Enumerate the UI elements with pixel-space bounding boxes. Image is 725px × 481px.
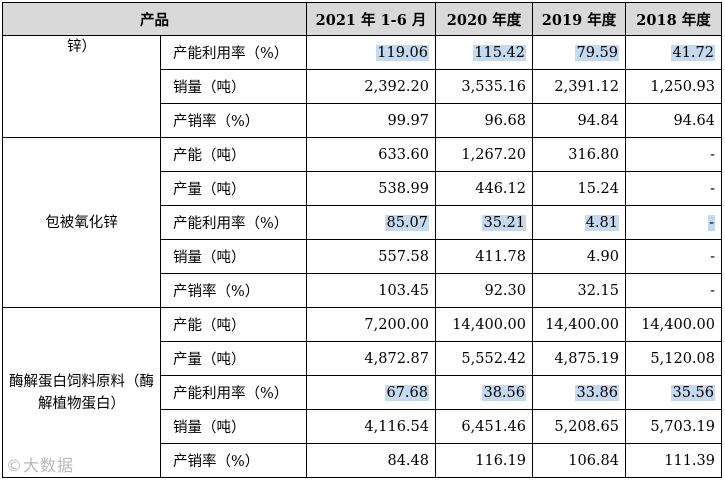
metric-label: 产销率（%） [160, 273, 307, 308]
cell-value: 5,208.65 [532, 409, 626, 444]
cell-value: 119.06 [376, 44, 429, 61]
cell-value: 103.45 [306, 273, 436, 308]
cell-value: 4.81 [584, 214, 619, 231]
cell-value: 111.39 [625, 443, 722, 478]
cell-value: 99.97 [306, 103, 436, 138]
cell-value: 538.99 [306, 171, 436, 206]
metric-label: 销量（吨） [160, 69, 307, 104]
product-name: 酶解蛋白饲料原料（酶解植物蛋白） [2, 307, 161, 478]
cell-value: 67.68 [385, 384, 429, 401]
header-2021h1: 2021 年 1-6 月 [306, 2, 436, 36]
product-name: 锌） [2, 35, 161, 138]
cell-value: 85.07 [385, 214, 429, 231]
cell-value: 33.86 [575, 384, 619, 401]
metric-label: 产能（吨） [160, 137, 307, 172]
table-row: 产销率（%） 84.48 116.19 106.84 111.39 [3, 443, 722, 478]
cell-value: 4,875.19 [532, 341, 626, 376]
cell-value: 35.56 [671, 384, 715, 401]
header-row: 产品 2021 年 1-6 月 2020 年度 2019 年度 2018 年度 [2, 2, 722, 36]
cell-value: 14,400.00 [435, 307, 533, 342]
cell-value: 6,451.46 [435, 409, 533, 444]
metric-label: 产能利用率（%） [160, 375, 307, 410]
metric-label: 产量（吨） [160, 341, 307, 376]
metric-label: 销量（吨） [160, 239, 307, 274]
cell-value: 1,250.93 [625, 69, 722, 104]
metric-label: 产销率（%） [160, 103, 307, 138]
cell-value: - [625, 171, 722, 206]
metric-label: 销量（吨） [160, 409, 307, 444]
cell-value: 4.90 [532, 239, 626, 274]
cell-value: 633.60 [306, 137, 436, 172]
cell-value: 14,400.00 [625, 307, 722, 342]
cell-value: 557.58 [306, 239, 436, 274]
cell-value: 79.59 [575, 44, 619, 61]
cell-value: 1,267.20 [435, 137, 533, 172]
header-product: 产品 [2, 2, 307, 36]
cell-value: 38.56 [482, 384, 526, 401]
table-row: 产销率（%） 99.97 96.68 94.84 94.64 [3, 103, 722, 138]
cell-value: - [625, 239, 722, 274]
cell-value: 5,703.19 [625, 409, 722, 444]
cell-value: 3,535.16 [435, 69, 533, 104]
cell-value: 32.15 [532, 273, 626, 308]
cell-value: - [625, 137, 722, 172]
product-name: 包被氧化锌 [2, 137, 161, 308]
cell-value: 5,552.42 [435, 341, 533, 376]
cell-value: 94.84 [532, 103, 626, 138]
table-row: 产量（吨） 4,872.87 5,552.42 4,875.19 5,120.0… [3, 341, 722, 376]
cell-value: 7,200.00 [306, 307, 436, 342]
cell-value: 4,116.54 [306, 409, 436, 444]
cell-value: 116.19 [435, 443, 533, 478]
metric-label: 产能利用率（%） [160, 205, 307, 240]
metric-label: 产销率（%） [160, 443, 307, 478]
table-row: 酶解蛋白饲料原料（酶解植物蛋白） 产能（吨） 7,200.00 14,400.0… [2, 307, 722, 478]
header-2020: 2020 年度 [435, 2, 533, 36]
cell-value: 115.42 [473, 44, 526, 61]
table-row: 销量（吨） 2,392.20 3,535.16 2,391.12 1,250.9… [3, 69, 722, 104]
cell-value: - [625, 273, 722, 308]
cell-value: 84.48 [306, 443, 436, 478]
cell-value: 316.80 [532, 137, 626, 172]
metric-label: 产能利用率（%） [160, 35, 307, 70]
cell-value: 94.64 [625, 103, 722, 138]
table-row: 产量（吨） 538.99 446.12 15.24 - [3, 171, 722, 206]
cell-value: 5,120.08 [625, 341, 722, 376]
cell-value: 92.30 [435, 273, 533, 308]
cell-value: 4,872.87 [306, 341, 436, 376]
cell-value: 2,391.12 [532, 69, 626, 104]
table-row: 锌） 产能利用率（%） 119.06 115.42 79.59 41.72 [2, 35, 722, 138]
table-row: 销量（吨） 557.58 411.78 4.90 - [3, 239, 722, 274]
cell-value: 446.12 [435, 171, 533, 206]
cell-value: 41.72 [671, 44, 715, 61]
metric-label: 产量（吨） [160, 171, 307, 206]
table-row: 产销率（%） 103.45 92.30 32.15 - [3, 273, 722, 308]
cell-value: 35.21 [482, 214, 526, 231]
header-2019: 2019 年度 [532, 2, 626, 36]
cell-value: 14,400.00 [532, 307, 626, 342]
metric-label: 产能（吨） [160, 307, 307, 342]
cell-value: - [708, 214, 715, 231]
header-2018: 2018 年度 [625, 2, 722, 36]
table-row: 包被氧化锌 产能（吨） 633.60 1,267.20 316.80 - [2, 137, 722, 308]
cell-value: 411.78 [435, 239, 533, 274]
cell-value: 2,392.20 [306, 69, 436, 104]
cell-value: 15.24 [532, 171, 626, 206]
cell-value: 106.84 [532, 443, 626, 478]
cell-value: 96.68 [435, 103, 533, 138]
watermark: ©大数据 [6, 456, 75, 475]
table-row: 销量（吨） 4,116.54 6,451.46 5,208.65 5,703.1… [3, 409, 722, 444]
